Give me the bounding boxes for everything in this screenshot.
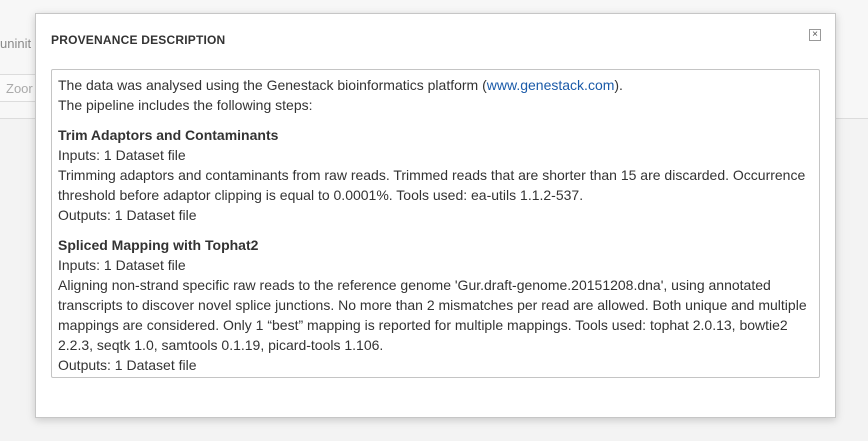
pipeline-line: The pipeline includes the following step… [58, 97, 313, 113]
intro-line: The data was analysed using the Genestac… [58, 75, 813, 95]
step-description: Trimming adaptors and contaminants from … [58, 167, 806, 203]
intro-suffix: ). [614, 77, 623, 93]
pipeline-step: Trim Adaptors and Contaminants Inputs: 1… [58, 125, 813, 225]
step-outputs: Outputs: 1 Dataset file [58, 357, 197, 373]
provenance-description-box: The data was analysed using the Genestac… [51, 69, 820, 378]
pipeline-step: Spliced Mapping with Tophat2 Inputs: 1 D… [58, 235, 813, 375]
step-title: Spliced Mapping with Tophat2 [58, 237, 259, 253]
background-title-fragment: uninit [0, 36, 32, 51]
step-inputs: Inputs: 1 Dataset file [58, 147, 186, 163]
genestack-link[interactable]: www.genestack.com [486, 77, 615, 93]
step-outputs: Outputs: 1 Dataset file [58, 207, 197, 223]
provenance-modal: PROVENANCE DESCRIPTION × The data was an… [35, 13, 836, 418]
step-title: Trim Adaptors and Contaminants [58, 127, 279, 143]
step-inputs: Inputs: 1 Dataset file [58, 257, 186, 273]
step-description: Aligning non-strand specific raw reads t… [58, 277, 807, 353]
modal-title: PROVENANCE DESCRIPTION [51, 33, 226, 47]
intro-prefix: The data was analysed using the Genestac… [58, 77, 487, 93]
close-icon[interactable]: × [809, 29, 821, 41]
